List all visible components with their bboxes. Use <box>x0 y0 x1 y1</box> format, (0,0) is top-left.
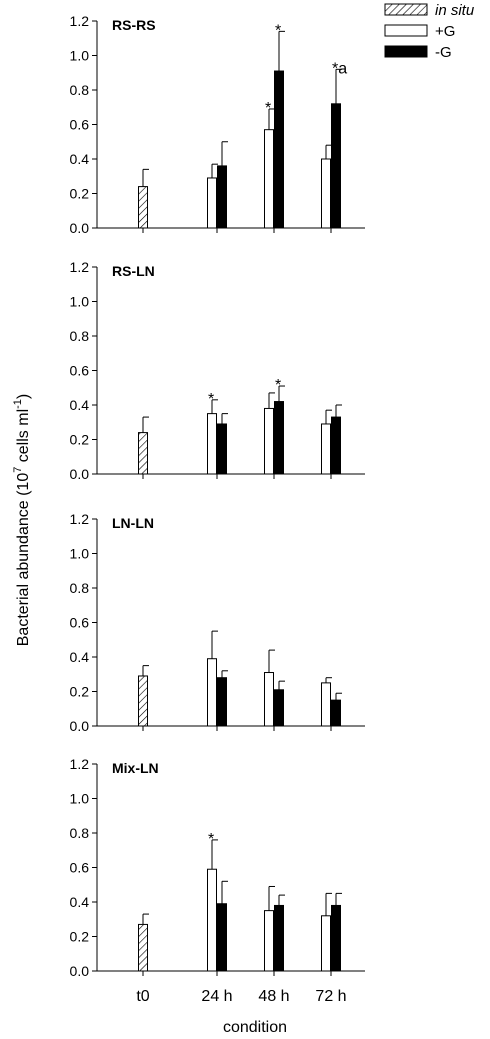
y-tick-label: 1.2 <box>70 511 90 527</box>
bar-plusG <box>264 672 274 727</box>
panel-title: Mix-LN <box>112 760 159 776</box>
y-tick-label: 0.2 <box>70 432 90 448</box>
chart-panels: 0.00.20.40.60.81.01.2 RS-RS***a0.00.20.40… <box>70 13 365 979</box>
bar-minusG <box>331 416 341 475</box>
y-tick-label: 1.0 <box>70 546 90 562</box>
bar-minusG <box>331 699 341 727</box>
bar-minusG <box>217 903 227 972</box>
y-tick-label: 0.4 <box>70 151 90 167</box>
bar-minusG <box>274 401 284 475</box>
legend-label-minusG: -G <box>435 44 452 61</box>
y-axis-label-main: Bacterial abundance (10 <box>15 473 32 647</box>
y-tick-label: 0.6 <box>70 363 90 379</box>
y-tick-label: 0.6 <box>70 615 90 631</box>
y-axis-label-suffix: cells ml <box>15 409 32 467</box>
bar-annotation: * <box>265 100 271 117</box>
bar-plusG <box>207 413 217 475</box>
bar-plusG <box>207 177 217 229</box>
panel-title: LN-LN <box>112 515 154 531</box>
bar-insitu <box>138 923 148 972</box>
y-tick-label: 0.0 <box>70 963 90 979</box>
y-tick-label: 0.6 <box>70 117 90 133</box>
panel-rs-rs: 0.0 0.2 0.4 0.6 0.8 1.0 1.2 RS-RS * * *a <box>70 13 365 236</box>
legend-label-plusG: +G <box>435 23 455 40</box>
bar-insitu <box>138 675 148 727</box>
y-tick-label: 0.6 <box>70 860 90 876</box>
x-tick-72h: 72 h <box>315 988 346 1005</box>
y-axis-label-close: ) <box>15 394 32 399</box>
bar-insitu <box>138 432 148 475</box>
y-axis-label: Bacterial abundance (107 cells ml-1) <box>12 394 32 646</box>
legend: in situ +G -G <box>384 2 475 61</box>
legend-label-insitu: in situ <box>435 2 475 19</box>
bar-annotation: * <box>208 831 214 848</box>
bar-annotation: * <box>275 377 281 394</box>
panel-title: RS-RS <box>112 17 156 33</box>
y-tick-label: 0.4 <box>70 397 90 413</box>
y-tick-label: 0.8 <box>70 328 90 344</box>
x-tick-24h: 24 h <box>201 988 232 1005</box>
bar-plusG <box>321 915 331 972</box>
y-axis-label-exponent: 7 <box>12 467 24 473</box>
y-axis-label-suffix-exponent: -1 <box>12 399 24 409</box>
panel-title: RS-LN <box>112 263 155 279</box>
panel-mix-ln: 0.0 0.2 0.4 0.6 0.8 1.0 1.2 Mix-LN * <box>70 756 365 979</box>
y-tick-label: 0.4 <box>70 649 90 665</box>
bar-minusG <box>217 677 227 727</box>
panel-rs-ln: 0.0 0.2 0.4 0.6 0.8 1.0 1.2 RS-LN * * <box>70 259 365 482</box>
bar-plusG <box>264 910 274 972</box>
bar-plusG <box>321 682 331 727</box>
bar-annotation: *a <box>332 60 347 77</box>
y-tick-label: 0.0 <box>70 220 90 236</box>
bar-minusG <box>217 423 227 475</box>
y-tick-label: 1.2 <box>70 756 90 772</box>
bar-plusG <box>207 868 217 972</box>
y-tick-label: 0.2 <box>70 186 90 202</box>
x-axis-label: condition <box>223 1019 287 1036</box>
y-tick-label: 0.0 <box>70 466 90 482</box>
y-tick-label: 1.0 <box>70 48 90 64</box>
bar-minusG <box>274 689 284 727</box>
bar-plusG <box>264 407 274 475</box>
bar-annotation: * <box>208 391 214 408</box>
y-tick-label: 0.2 <box>70 929 90 945</box>
y-tick-label: 0.4 <box>70 894 90 910</box>
bar-plusG <box>207 658 217 727</box>
y-tick-label: 0.8 <box>70 82 90 98</box>
bar-plusG <box>321 423 331 475</box>
y-tick-label: 0.8 <box>70 580 90 596</box>
y-tick-label: 0.2 <box>70 684 90 700</box>
y-tick-label: 0.8 <box>70 825 90 841</box>
bar-minusG <box>217 165 227 229</box>
bar-plusG <box>321 158 331 229</box>
y-tick-label: 0.0 <box>70 718 90 734</box>
y-tick-label: 1.0 <box>70 791 90 807</box>
bar-minusG <box>331 904 341 972</box>
bar-minusG <box>274 904 284 972</box>
x-tick-48h: 48 h <box>258 988 289 1005</box>
bar-annotation: * <box>275 22 281 39</box>
y-tick-label: 1.2 <box>70 13 90 29</box>
legend-swatch-plusG <box>384 24 428 37</box>
legend-swatch-insitu <box>384 3 428 16</box>
bar-plusG <box>264 129 274 229</box>
bar-minusG <box>274 70 284 229</box>
bar-minusG <box>331 103 341 229</box>
y-tick-label: 1.0 <box>70 294 90 310</box>
y-tick-label: 1.2 <box>70 259 90 275</box>
x-tick-t0: t0 <box>136 988 149 1005</box>
panel-ln-ln: 0.0 0.2 0.4 0.6 0.8 1.0 1.2 LN-LN <box>70 511 365 734</box>
bar-insitu <box>138 186 148 229</box>
x-tick-labels: t0 24 h 48 h 72 h <box>136 988 346 1005</box>
legend-swatch-minusG <box>384 45 428 58</box>
